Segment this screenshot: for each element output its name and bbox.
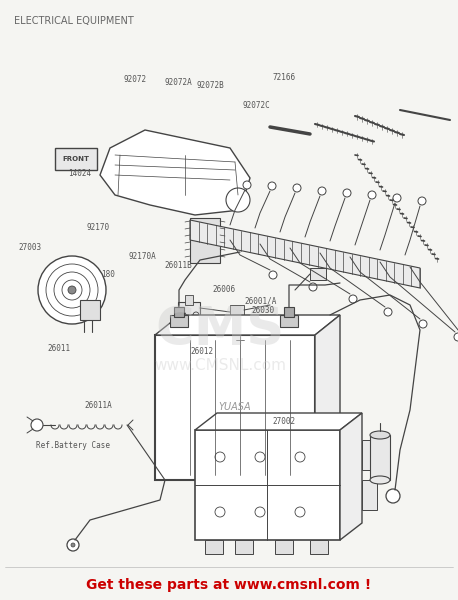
Polygon shape: [100, 130, 250, 215]
Text: 26006: 26006: [213, 284, 236, 293]
Bar: [310, 268, 326, 280]
Polygon shape: [315, 315, 340, 480]
Bar: [205, 540, 223, 554]
Text: 72166: 72166: [273, 73, 295, 82]
Circle shape: [318, 187, 326, 195]
Text: 27002: 27002: [273, 416, 295, 426]
Circle shape: [46, 264, 98, 316]
Bar: [195, 430, 340, 540]
Bar: [370, 435, 390, 480]
Text: Ref.Battery Case: Ref.Battery Case: [36, 440, 110, 450]
Circle shape: [419, 320, 427, 328]
Polygon shape: [195, 413, 362, 430]
Text: 92072B: 92072B: [197, 81, 224, 89]
Circle shape: [343, 189, 351, 197]
Bar: [178, 302, 200, 332]
Bar: [155, 335, 315, 480]
Text: 180: 180: [101, 270, 114, 279]
Bar: [362, 440, 377, 470]
Text: 92170: 92170: [87, 223, 110, 232]
Text: 92072: 92072: [124, 75, 147, 84]
Text: CMS: CMS: [155, 304, 284, 356]
Text: Get these parts at www.cmsnl.com !: Get these parts at www.cmsnl.com !: [87, 578, 371, 592]
Circle shape: [418, 197, 426, 205]
Bar: [174, 307, 184, 317]
Polygon shape: [190, 220, 420, 288]
Bar: [284, 307, 294, 317]
Circle shape: [71, 543, 75, 547]
Circle shape: [269, 271, 277, 279]
Circle shape: [62, 280, 82, 300]
Circle shape: [349, 295, 357, 303]
Circle shape: [293, 184, 301, 192]
Bar: [170, 315, 188, 327]
Circle shape: [368, 191, 376, 199]
Circle shape: [268, 182, 276, 190]
Bar: [362, 480, 377, 510]
Circle shape: [243, 181, 251, 189]
Bar: [190, 218, 220, 263]
Circle shape: [236, 336, 244, 344]
Text: 26011B: 26011B: [165, 260, 192, 269]
Circle shape: [31, 419, 43, 431]
Ellipse shape: [370, 431, 390, 439]
Text: 26011A: 26011A: [85, 401, 112, 409]
Text: YUASA: YUASA: [218, 403, 251, 413]
Text: 26012: 26012: [190, 346, 213, 355]
Circle shape: [54, 272, 90, 308]
Text: 92072A: 92072A: [165, 78, 192, 87]
Bar: [235, 540, 253, 554]
Circle shape: [454, 333, 458, 341]
Bar: [185, 295, 193, 305]
Circle shape: [226, 188, 250, 212]
Bar: [230, 305, 244, 315]
Circle shape: [384, 308, 392, 316]
Text: 14024: 14024: [69, 169, 92, 179]
Text: ELECTRICAL EQUIPMENT: ELECTRICAL EQUIPMENT: [14, 16, 134, 26]
Text: 26011: 26011: [47, 343, 70, 353]
Bar: [310, 540, 328, 554]
Circle shape: [68, 286, 76, 294]
Circle shape: [393, 194, 401, 202]
Text: 27003: 27003: [18, 243, 41, 252]
Circle shape: [309, 283, 317, 291]
Polygon shape: [340, 413, 362, 540]
Circle shape: [386, 489, 400, 503]
Ellipse shape: [370, 476, 390, 484]
Text: 92170A: 92170A: [128, 252, 156, 262]
Bar: [280, 315, 298, 327]
Text: 26001/A: 26001/A: [245, 296, 277, 305]
Circle shape: [38, 256, 106, 324]
Circle shape: [67, 539, 79, 551]
Bar: [275, 540, 293, 554]
Bar: [80, 300, 100, 320]
Text: 92072C: 92072C: [243, 100, 270, 109]
Text: www.CMSNL.com: www.CMSNL.com: [154, 358, 286, 373]
Text: 26030: 26030: [252, 305, 275, 314]
FancyBboxPatch shape: [55, 148, 97, 170]
Text: FRONT: FRONT: [62, 156, 89, 162]
Polygon shape: [155, 315, 340, 335]
